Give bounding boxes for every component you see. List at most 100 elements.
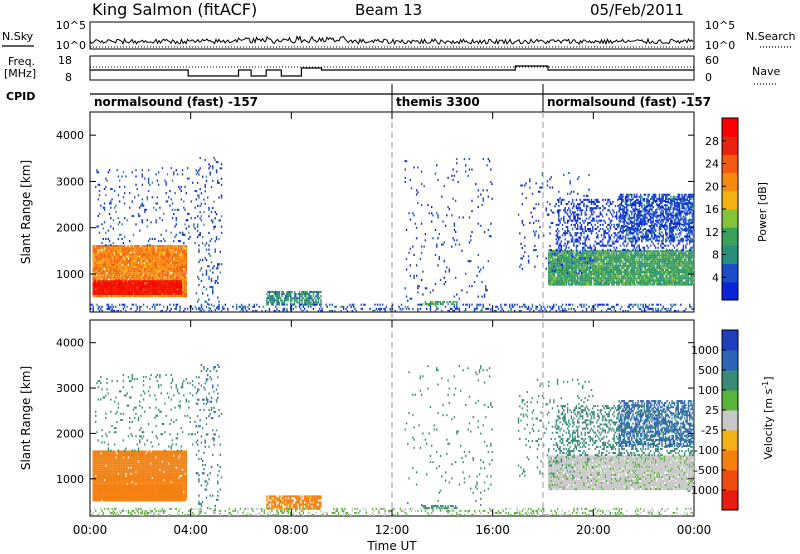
power-cell <box>663 266 666 269</box>
power-cell <box>181 259 184 262</box>
power-cell <box>149 253 151 256</box>
power-cell <box>105 185 107 188</box>
power-cell <box>184 274 186 277</box>
power-cell <box>170 245 172 248</box>
power-cell <box>268 297 271 300</box>
power-cell <box>96 268 98 271</box>
power-cell <box>108 286 111 289</box>
power-cell <box>649 260 652 263</box>
power-cell <box>144 288 146 291</box>
power-cell <box>108 202 111 205</box>
power-cell <box>103 253 106 256</box>
power-cell <box>296 299 298 302</box>
power-cell <box>609 268 612 272</box>
power-cell <box>125 259 127 262</box>
power-cell <box>108 249 111 252</box>
power-cell <box>151 292 154 295</box>
power-cell <box>166 284 169 287</box>
power-cell <box>112 251 115 254</box>
power-cell <box>595 260 598 263</box>
power-cell <box>176 249 179 252</box>
power-cell <box>103 284 106 287</box>
power-cell <box>256 309 258 312</box>
power-cell <box>129 280 131 283</box>
power-cell <box>147 177 150 180</box>
power-cell <box>638 271 641 274</box>
power-cell <box>582 260 584 263</box>
power-cell <box>178 280 180 283</box>
power-cell <box>612 275 614 278</box>
power-cell <box>214 217 216 220</box>
power-cell <box>118 233 121 236</box>
power-cell <box>160 247 162 250</box>
power-cell <box>600 271 603 274</box>
power-cell <box>176 268 179 271</box>
power-cell <box>576 275 579 278</box>
power-cell <box>173 270 175 273</box>
power-cell <box>160 245 162 248</box>
power-cell <box>355 309 357 312</box>
power-cell <box>617 273 619 276</box>
power-cell <box>563 271 565 274</box>
power-cell <box>164 245 166 248</box>
power-cell <box>122 282 125 285</box>
power-cell <box>110 282 112 285</box>
power-cell <box>140 265 142 269</box>
power-cell <box>570 254 573 257</box>
power-cell <box>554 281 556 284</box>
power-cell <box>174 268 176 271</box>
power-cell <box>150 295 152 298</box>
power-cell <box>641 283 643 286</box>
power-cell <box>384 307 386 310</box>
power-cell <box>179 278 181 281</box>
power-cell <box>417 309 419 312</box>
power-cell <box>277 309 279 312</box>
power-cell <box>600 303 603 306</box>
power-cell <box>588 266 590 269</box>
power-cell <box>134 247 136 250</box>
power-cell <box>118 259 121 262</box>
power-cell <box>123 284 126 287</box>
power-cell <box>618 277 620 280</box>
power-cell <box>290 290 292 294</box>
power-cell <box>117 249 120 252</box>
power-cell <box>173 240 175 243</box>
power-cell <box>175 255 177 258</box>
power-cell <box>439 302 442 306</box>
power-cell <box>632 254 634 257</box>
power-cell <box>162 272 165 275</box>
power-cell <box>612 254 614 257</box>
power-cell <box>652 303 654 306</box>
power-cell <box>160 261 162 264</box>
power-cell <box>166 255 169 258</box>
power-cell <box>96 270 98 273</box>
power-cell <box>135 253 137 256</box>
power-cell <box>134 286 136 289</box>
power-cell <box>112 268 115 271</box>
power-cell <box>301 303 303 306</box>
power-cell <box>602 277 604 280</box>
power-cell <box>433 302 435 306</box>
power-cell <box>95 259 97 262</box>
power-cell <box>582 252 584 255</box>
power-cell <box>626 268 628 272</box>
power-cell <box>111 247 113 250</box>
power-cell <box>208 231 210 234</box>
power-cell <box>614 275 617 278</box>
power-cell <box>590 275 593 278</box>
power-cell <box>184 295 186 298</box>
power-cell <box>266 293 268 296</box>
power-cell <box>135 257 137 260</box>
power-cell <box>595 275 598 278</box>
power-cell <box>288 290 291 294</box>
power-cell <box>183 270 185 273</box>
power-cell <box>394 309 396 312</box>
power-cell <box>179 288 181 291</box>
power-cell <box>115 274 117 277</box>
power-cell <box>169 247 171 250</box>
power-cell <box>607 264 609 267</box>
power-cell <box>301 295 303 298</box>
power-cell <box>144 177 146 180</box>
power-cell <box>585 260 588 263</box>
power-cell <box>585 283 588 286</box>
